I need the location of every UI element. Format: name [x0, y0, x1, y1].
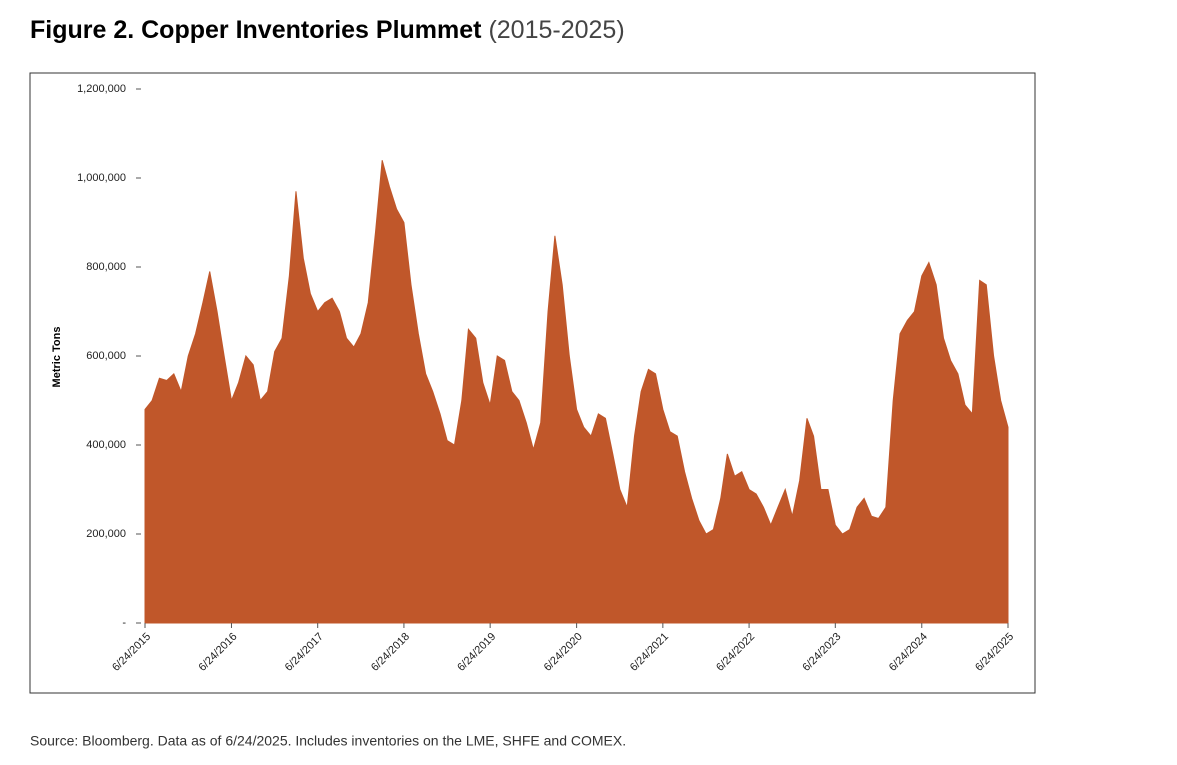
- source-note: Source: Bloomberg. Data as of 6/24/2025.…: [30, 733, 626, 749]
- x-tick-label: 6/24/2025: [973, 631, 1016, 674]
- inventory-area: [144, 160, 1009, 624]
- y-tick-label: 400,000: [86, 439, 126, 451]
- x-tick-label: 6/24/2023: [800, 631, 843, 674]
- y-tick-label: 600,000: [86, 350, 126, 362]
- x-tick-label: 6/24/2016: [197, 631, 240, 674]
- y-tick-label: 200,000: [86, 528, 126, 540]
- title-main: Figure 2. Copper Inventories Plummet: [30, 16, 482, 44]
- x-tick-label: 6/24/2017: [283, 631, 326, 674]
- x-tick-label: 6/24/2022: [714, 631, 757, 674]
- chart-title: Figure 2. Copper Inventories Plummet (20…: [30, 16, 625, 44]
- x-tick-label: 6/24/2024: [887, 631, 930, 674]
- x-tick-label: 6/24/2019: [455, 631, 498, 674]
- title-years: (2015-2025): [488, 16, 624, 44]
- y-axis-label: Metric Tons: [51, 327, 63, 388]
- y-tick-label: 1,200,000: [77, 83, 126, 95]
- x-tick-label: 6/24/2018: [369, 631, 412, 674]
- y-tick-label: -: [122, 617, 126, 629]
- plot-frame: [29, 72, 1036, 694]
- x-tick-label: 6/24/2020: [542, 631, 585, 674]
- x-tick-label: 6/24/2021: [628, 631, 671, 674]
- y-tick-label: 800,000: [86, 261, 126, 273]
- y-tick-label: 1,000,000: [77, 172, 126, 184]
- x-tick-label: 6/24/2015: [110, 631, 153, 674]
